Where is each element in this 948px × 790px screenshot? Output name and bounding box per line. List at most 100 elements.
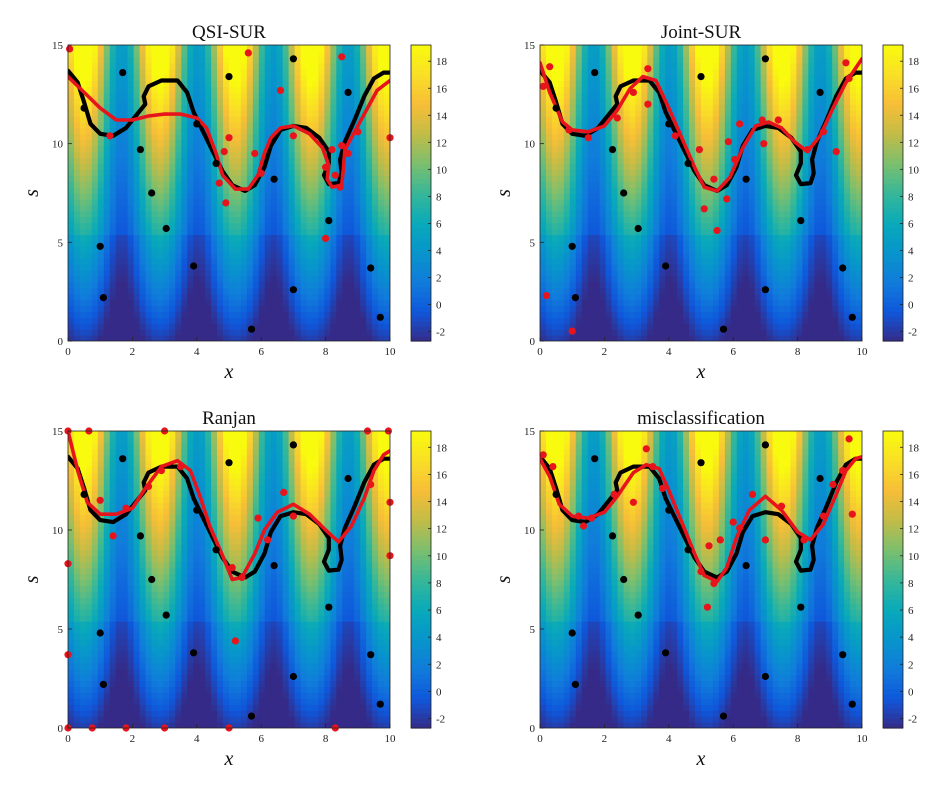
added-point bbox=[289, 132, 297, 140]
colorbar-segment bbox=[883, 271, 903, 278]
colorbar-segment bbox=[411, 693, 431, 699]
initial-point bbox=[289, 672, 297, 681]
colorbar-segment bbox=[883, 658, 903, 665]
colorbar-segment bbox=[883, 173, 903, 179]
colorbar-segment bbox=[411, 45, 431, 51]
added-point bbox=[579, 522, 588, 530]
x-axis-label: x bbox=[224, 361, 234, 383]
colorbar-segment bbox=[883, 128, 903, 135]
initial-point bbox=[225, 73, 233, 81]
colorbar-segment bbox=[883, 267, 903, 273]
initial-point bbox=[376, 313, 384, 321]
colorbar-segment bbox=[411, 520, 431, 526]
colorbar-segment bbox=[411, 153, 431, 160]
colorbar: -2 0 2 4 6 8 10 12 14 16 18 bbox=[410, 430, 448, 729]
added-point bbox=[328, 146, 336, 154]
colorbar-segment bbox=[411, 435, 431, 442]
colorbar-tick-label: 18 bbox=[908, 56, 920, 68]
added-point bbox=[549, 463, 557, 471]
chart-title: Joint-SUR bbox=[661, 22, 742, 43]
initial-point bbox=[761, 441, 770, 449]
colorbar-tick-label: 12 bbox=[908, 524, 919, 536]
y-tick-label: 10 bbox=[52, 139, 64, 151]
colorbar-segment bbox=[411, 109, 431, 115]
colorbar-segment bbox=[411, 133, 431, 140]
colorbar-segment bbox=[411, 673, 431, 680]
colorbar-segment bbox=[883, 257, 903, 263]
colorbar-tick-label: 18 bbox=[436, 56, 448, 68]
colorbar-segment bbox=[411, 281, 431, 288]
x-tick-label: 0 bbox=[65, 346, 71, 358]
added-point bbox=[109, 532, 117, 540]
colorbar-segment bbox=[411, 193, 431, 199]
colorbar-segment bbox=[411, 247, 431, 253]
added-point bbox=[695, 146, 704, 154]
colorbar-segment bbox=[883, 64, 903, 71]
added-point bbox=[322, 234, 330, 242]
added-point bbox=[587, 514, 596, 522]
colorbar-segment bbox=[883, 460, 903, 467]
added-point bbox=[565, 126, 573, 134]
colorbar-segment bbox=[411, 267, 431, 273]
y-axis-label: s bbox=[21, 575, 43, 583]
colorbar-segment bbox=[411, 485, 431, 491]
colorbar-segment bbox=[883, 153, 903, 160]
colorbar-segment bbox=[883, 638, 903, 645]
colorbar-segment bbox=[883, 594, 903, 600]
colorbar-segment bbox=[883, 331, 903, 337]
colorbar-segment bbox=[883, 599, 903, 605]
added-point bbox=[649, 463, 657, 471]
colorbar-segment bbox=[411, 306, 431, 312]
y-axis-label: s bbox=[493, 189, 515, 197]
colorbar-segment bbox=[411, 143, 431, 150]
colorbar-segment bbox=[883, 276, 903, 283]
initial-point bbox=[344, 88, 352, 96]
colorbar-segment bbox=[411, 604, 431, 610]
colorbar-segment bbox=[883, 633, 903, 640]
added-point bbox=[800, 536, 808, 544]
colorbar-segment bbox=[883, 668, 903, 675]
colorbar-segment bbox=[883, 604, 903, 610]
colorbar-segment bbox=[411, 217, 431, 224]
estimate-contour-line bbox=[68, 74, 390, 191]
plot-frame bbox=[539, 44, 863, 342]
colorbar-tick-label: 14 bbox=[436, 497, 448, 509]
colorbar-tick-label: 10 bbox=[908, 551, 920, 563]
added-point bbox=[710, 579, 718, 588]
initial-point bbox=[697, 459, 705, 467]
x-tick-label: 8 bbox=[795, 733, 801, 745]
initial-point bbox=[634, 224, 642, 233]
colorbar-segment bbox=[883, 480, 903, 487]
colorbar-tick-label: 6 bbox=[908, 605, 914, 617]
y-axis-label: s bbox=[21, 189, 43, 197]
colorbar-segment bbox=[411, 549, 431, 556]
colorbar-tick-label: 4 bbox=[436, 245, 442, 257]
initial-point bbox=[99, 294, 107, 302]
colorbar-segment bbox=[411, 79, 431, 86]
colorbar-segment bbox=[883, 549, 903, 556]
initial-point bbox=[190, 649, 198, 657]
added-point bbox=[546, 63, 554, 71]
initial-point bbox=[797, 217, 805, 225]
initial-point bbox=[568, 629, 576, 637]
initial-point bbox=[289, 441, 297, 449]
colorbar-segment bbox=[883, 217, 903, 224]
initial-point bbox=[684, 159, 692, 167]
initial-point bbox=[193, 506, 201, 514]
heatmap-cells bbox=[68, 431, 390, 728]
heatmap-cells bbox=[540, 431, 862, 728]
added-point bbox=[289, 512, 297, 520]
added-point bbox=[774, 116, 782, 124]
panel-3: 0 2 4 6 8 10 0 5 10 15 x s Ranjan -2 0 2 4 6 8 10 12 14 16 18 bbox=[21, 408, 448, 770]
x-tick-label: 10 bbox=[857, 346, 869, 358]
colorbar-tick-label: 4 bbox=[908, 245, 914, 257]
added-point bbox=[716, 536, 724, 544]
initial-point bbox=[761, 286, 770, 294]
colorbar-segment bbox=[411, 114, 431, 120]
colorbar-segment bbox=[883, 470, 903, 477]
colorbar-segment bbox=[883, 178, 903, 184]
colorbar-frame bbox=[410, 44, 432, 342]
initial-point bbox=[742, 175, 750, 183]
colorbar-tick-label: 6 bbox=[436, 605, 442, 617]
colorbar-tick-label: 16 bbox=[436, 83, 448, 95]
